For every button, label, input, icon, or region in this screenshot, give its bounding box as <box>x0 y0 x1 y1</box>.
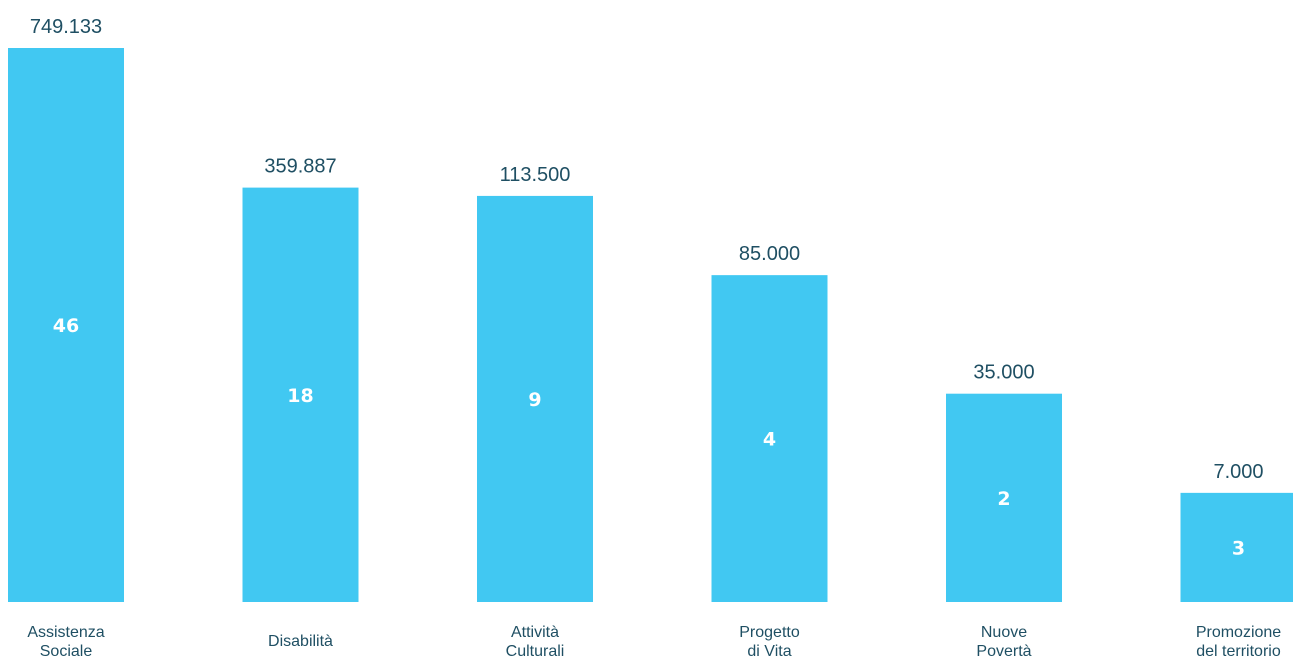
category-label: di Vita <box>747 643 791 660</box>
category-label: Culturali <box>506 643 565 660</box>
bar <box>477 195 593 602</box>
bar-value-label: 7.000 <box>1213 461 1263 483</box>
bar-count-label: 4 <box>763 429 776 451</box>
bar <box>242 187 359 602</box>
bar-value-label: 35.000 <box>973 362 1034 384</box>
bar-count-label: 9 <box>528 389 541 411</box>
bar <box>8 48 124 602</box>
category-label: Nuove <box>981 624 1027 641</box>
bar-count-label: 2 <box>997 488 1010 510</box>
bar-value-label: 359.887 <box>264 156 336 178</box>
category-label: Disabilità <box>268 633 333 650</box>
category-label: Povertà <box>976 643 1031 660</box>
bar <box>1180 492 1293 602</box>
bar-value-label: 749.133 <box>30 16 102 38</box>
bar-count-label: 46 <box>53 315 79 337</box>
category-label: Assistenza <box>27 624 104 641</box>
bar-value-label: 113.500 <box>500 164 571 186</box>
bar <box>711 275 828 602</box>
category-label: Sociale <box>40 643 93 660</box>
category-label: Promozione <box>1196 624 1281 641</box>
bar-value-label: 85.000 <box>739 243 800 265</box>
bar-count-label: 3 <box>1232 537 1245 559</box>
bar <box>946 393 1062 602</box>
bar-count-label: 18 <box>287 385 313 407</box>
category-label: Progetto <box>739 624 800 641</box>
category-label: Attività <box>511 624 559 641</box>
category-label: del territorio <box>1196 643 1281 660</box>
